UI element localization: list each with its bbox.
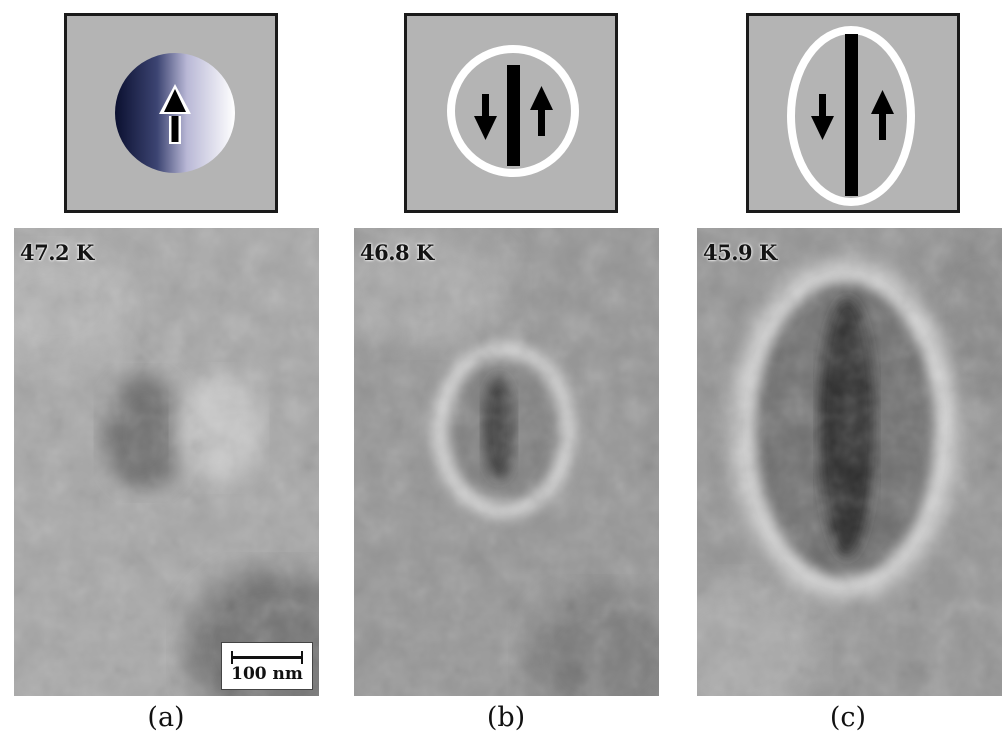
single-domain-diagram (115, 53, 235, 173)
panel-caption-c: (c) (829, 702, 867, 733)
two-domain-circle-diagram (447, 45, 579, 177)
temperature-label: 46.8 K (360, 240, 434, 265)
schematic-b (404, 13, 618, 213)
scale-bar-label: 100 nm (231, 664, 303, 684)
temperature-label: 47.2 K (20, 240, 94, 265)
arrow-down-icon (474, 94, 497, 140)
arrow-down-icon (811, 94, 834, 140)
panel-caption-a: (a) (147, 702, 185, 733)
two-domain-ellipse-diagram (787, 26, 915, 206)
schematic-c (746, 13, 960, 213)
micrograph-c: 45.9 K (697, 228, 1002, 696)
panel-caption-b: (b) (486, 702, 526, 733)
scale-bar-line (231, 651, 303, 664)
arrow-up-icon (530, 86, 553, 136)
micrograph-image (697, 228, 1002, 696)
arrow-up-icon (871, 90, 894, 140)
micrograph-b: 46.8 K (354, 228, 659, 696)
temperature-label: 45.9 K (703, 240, 777, 265)
micrograph-image (354, 228, 659, 696)
micrograph-image (14, 228, 319, 696)
micrograph-a: 47.2 K 100 nm (14, 228, 319, 696)
schematic-a (64, 13, 278, 213)
arrow-up-icon (159, 84, 191, 144)
domain-wall (845, 34, 858, 196)
scale-bar: 100 nm (221, 642, 313, 690)
domain-wall (507, 65, 520, 166)
